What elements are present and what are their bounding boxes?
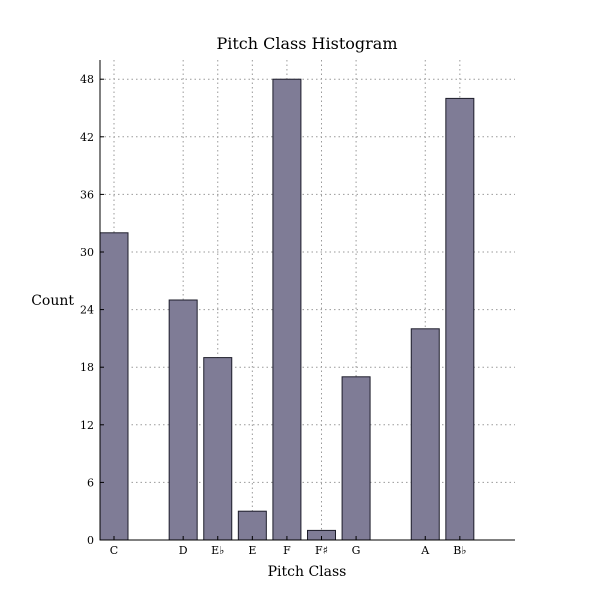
y-tick-label: 18 <box>80 361 94 374</box>
axes-layer <box>99 60 515 541</box>
y-tick-label: 6 <box>87 476 94 489</box>
x-axis-label: Pitch Class <box>268 564 347 580</box>
y-tick-label: 0 <box>87 534 94 547</box>
x-tick-label: C <box>110 544 118 557</box>
bar-C <box>99 232 129 541</box>
bar-G <box>341 376 371 541</box>
x-tick-label: E♭ <box>211 544 224 557</box>
y-tick-label: 12 <box>80 419 94 432</box>
bars-layer <box>99 78 475 541</box>
y-tick-label: 24 <box>80 304 94 317</box>
x-tick-label: D <box>179 544 188 557</box>
x-ticks: C D E♭ E F F♯ G A B♭ <box>110 536 466 557</box>
x-tick-label: F <box>283 544 291 557</box>
x-tick-label: F♯ <box>315 544 328 557</box>
bar-E♭ <box>203 357 233 541</box>
y-tick-label: 42 <box>80 131 94 144</box>
bar-A <box>410 328 440 541</box>
chart-title: Pitch Class Histogram <box>216 34 397 53</box>
bar-D <box>168 299 198 541</box>
y-axis-label: Count <box>31 293 74 309</box>
y-ticks: 0 6 12 18 24 30 36 42 48 <box>80 73 104 547</box>
y-tick-label: 36 <box>80 188 94 201</box>
y-tick-label: 48 <box>80 73 94 86</box>
x-tick-label: E <box>248 544 256 557</box>
x-tick-label: B♭ <box>453 544 466 557</box>
y-tick-label: 30 <box>80 246 94 259</box>
x-tick-label: G <box>352 544 361 557</box>
bar-E <box>237 510 267 541</box>
x-tick-label: A <box>420 544 430 557</box>
bar-B♭ <box>445 97 475 541</box>
bar-F <box>272 78 302 541</box>
